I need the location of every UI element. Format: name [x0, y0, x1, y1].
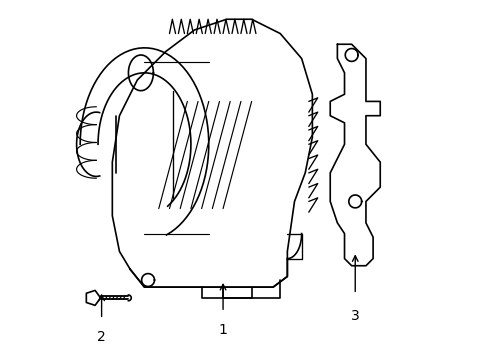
Text: 1: 1 — [218, 323, 227, 337]
Text: 2: 2 — [97, 330, 106, 344]
Text: 3: 3 — [350, 309, 359, 323]
